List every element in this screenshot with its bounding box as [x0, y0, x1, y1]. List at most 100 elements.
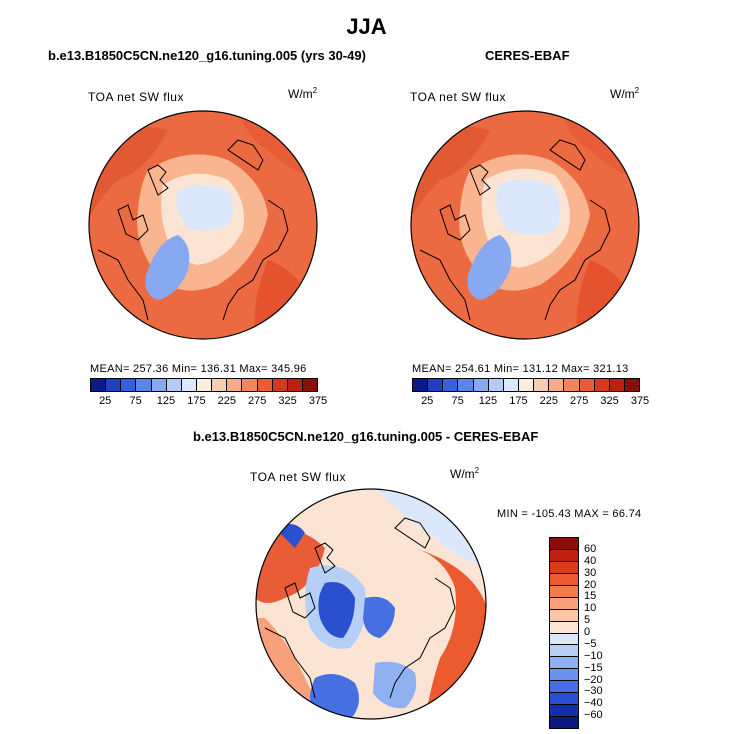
- figure-title: JJA: [346, 14, 387, 39]
- panel-3-colorbar-swatch: [550, 657, 578, 670]
- panel-2-colorbar-ticks: 25 75 125 175 225 275 325 375: [412, 395, 649, 409]
- panel-2-title: CERES-EBAF: [485, 48, 570, 63]
- panel-2-colorbar-swatch: [534, 379, 550, 391]
- panel-1-colorbar-ticks: 25 75 125 175 225 275 325 375: [90, 395, 327, 409]
- panel-1-colorbar-swatch: [227, 379, 243, 391]
- panel-2-colorbar-swatch: [443, 379, 459, 391]
- panel-3-colorbar-swatch: [550, 645, 578, 658]
- panel-3-colorbar-swatch: [550, 633, 578, 646]
- panel-3-stats: MIN = -105.43 MAX = 66.74: [497, 508, 642, 520]
- panel-3-colorbar-tick-label: 30: [584, 566, 597, 579]
- panel-3-colorbar-tick-label: −60: [584, 709, 603, 722]
- panel-2-colorbar-swatch: [594, 379, 610, 391]
- panel-3-colorbar-swatch: [550, 549, 578, 562]
- panel-3-colorbar-swatch: [550, 597, 578, 610]
- panel-1-colorbar-tick-label: 25: [99, 395, 112, 407]
- panel-3-colorbar-tick-label: 60: [584, 542, 597, 555]
- panel-3-colorbar-tick-label: 20: [584, 578, 597, 591]
- panel-2-colorbar-tick-label: 25: [421, 395, 434, 407]
- panel-2-polar-map: [410, 110, 640, 340]
- panel-3-colorbar-swatches: [549, 537, 579, 729]
- panel-3-colorbar-tick-label: −10: [584, 649, 603, 662]
- panel-1-colorbar-swatch: [272, 379, 288, 391]
- panel-2-colorbar: 25 75 125 175 225 275 325 375: [412, 378, 649, 409]
- panel-3-colorbar-swatch: [550, 609, 578, 622]
- panel-2-colorbar-swatch: [428, 379, 444, 391]
- panel-2-colorbar-swatch: [564, 379, 580, 391]
- panel-1-colorbar-swatch: [287, 379, 303, 391]
- panel-3-colorbar-tick-label: −30: [584, 685, 603, 698]
- panel-3-polar-map: [255, 488, 487, 720]
- panel-3-colorbar-swatch: [550, 561, 578, 574]
- panel-1-colorbar-swatch: [181, 379, 197, 391]
- panel-3-colorbar-tick-label: 15: [584, 590, 597, 603]
- panel-3-colorbar-swatch: [550, 705, 578, 718]
- panel-3-variable-label: TOA net SW flux: [250, 470, 346, 484]
- panel-3-colorbar-tick-label: 0: [584, 626, 591, 638]
- panel-2-colorbar-swatch: [473, 379, 489, 391]
- panel-2-colorbar-swatch: [579, 379, 595, 391]
- panel-2-colorbar-swatch: [549, 379, 565, 391]
- panel-3-title: b.e13.B1850C5CN.ne120_g16.tuning.005 - C…: [193, 429, 539, 444]
- panel-1-colorbar-swatch: [121, 379, 137, 391]
- panel-3-colorbar-tick-label: −20: [584, 673, 603, 686]
- panel-3-colorbar-swatch: [550, 681, 578, 694]
- panel-3-colorbar-swatch: [550, 669, 578, 682]
- panel-2-colorbar-tick-label: 175: [509, 395, 528, 407]
- panel-1-colorbar-swatch: [91, 379, 107, 391]
- panel-1-polar-map: [88, 110, 318, 340]
- panel-3-colorbar-tick-label: −5: [584, 637, 597, 650]
- panel-1-colorbar-swatch: [106, 379, 122, 391]
- panel-3-colorbar-ticks: 60 40 30 20 15 10 5 0 −5 −10 −15 −20 −30 −40 −60: [584, 537, 624, 727]
- panel-3-colorbar-swatch: [550, 621, 578, 634]
- panel-2-colorbar-swatch: [624, 379, 640, 391]
- panel-1-colorbar-swatch: [212, 379, 228, 391]
- panel-3-colorbar: [549, 537, 579, 729]
- panel-1-stats: MEAN= 257.36 Min= 136.31 Max= 345.96: [90, 363, 307, 375]
- panel-3-colorbar-swatch: [550, 693, 578, 706]
- panel-2-colorbar-tick-label: 375: [630, 395, 650, 407]
- panel-1-colorbar-tick-label: 175: [187, 395, 206, 407]
- panel-2-colorbar-tick-label: 125: [478, 395, 498, 407]
- panel-1-colorbar-tick-label: 225: [217, 395, 236, 407]
- panel-2-colorbar-swatch: [488, 379, 504, 391]
- panel-2-variable-label: TOA net SW flux: [410, 90, 506, 104]
- panel-2-colorbar-swatch: [458, 379, 474, 391]
- panel-3-colorbar-tick-label: 40: [584, 554, 597, 567]
- panel-3-colorbar-tick-label: 5: [584, 614, 591, 627]
- panel-2-colorbar-swatch: [503, 379, 519, 391]
- panel-2-colorbar-swatches: [412, 378, 640, 392]
- panel-1-colorbar-tick-label: 75: [129, 395, 142, 407]
- panel-2-colorbar-swatch: [609, 379, 625, 391]
- panel-1-colorbar-tick-label: 375: [308, 395, 328, 407]
- panel-1-colorbar-tick-label: 275: [248, 395, 267, 407]
- panel-3-colorbar-swatch: [550, 585, 578, 598]
- panel-2-colorbar-swatch: [413, 379, 429, 391]
- panel-1-colorbar-swatch: [151, 379, 167, 391]
- panel-2-colorbar-tick-label: 225: [539, 395, 558, 407]
- panel-1-colorbar-swatch: [242, 379, 258, 391]
- panel-1-colorbar-swatch: [257, 379, 273, 391]
- panel-1-colorbar-tick-label: 125: [156, 395, 176, 407]
- panel-3-units: W/m2: [450, 466, 480, 481]
- panel-1-colorbar-swatch: [136, 379, 152, 391]
- panel-1-variable-label: TOA net SW flux: [88, 90, 184, 104]
- panel-1-colorbar-swatch: [166, 379, 182, 391]
- panel-1-colorbar-tick-label: 325: [278, 395, 297, 407]
- panel-3-colorbar-tick-label: −15: [584, 661, 603, 674]
- panel-1-colorbar-swatches: [90, 378, 318, 392]
- panel-2-colorbar-swatch: [518, 379, 535, 391]
- panel-2-units: W/m2: [610, 86, 640, 101]
- panel-3-colorbar-tick-label: 10: [584, 602, 597, 615]
- panel-1-colorbar-swatch: [196, 379, 213, 391]
- panel-1-units: W/m2: [288, 86, 318, 101]
- panel-2-stats: MEAN= 254.61 Min= 131.12 Max= 321.13: [412, 363, 629, 375]
- panel-2-colorbar-tick-label: 325: [600, 395, 619, 407]
- panel-2-colorbar-tick-label: 275: [570, 395, 589, 407]
- panel-1-colorbar: 25 75 125 175 225 275 325 375: [90, 378, 327, 409]
- panel-3-colorbar-tick-label: −40: [584, 697, 603, 710]
- panel-3-colorbar-swatch: [550, 538, 578, 550]
- panel-1-colorbar-swatch: [302, 379, 318, 391]
- panel-1-title: b.e13.B1850C5CN.ne120_g16.tuning.005 (yr…: [48, 48, 366, 63]
- panel-2-colorbar-tick-label: 75: [451, 395, 464, 407]
